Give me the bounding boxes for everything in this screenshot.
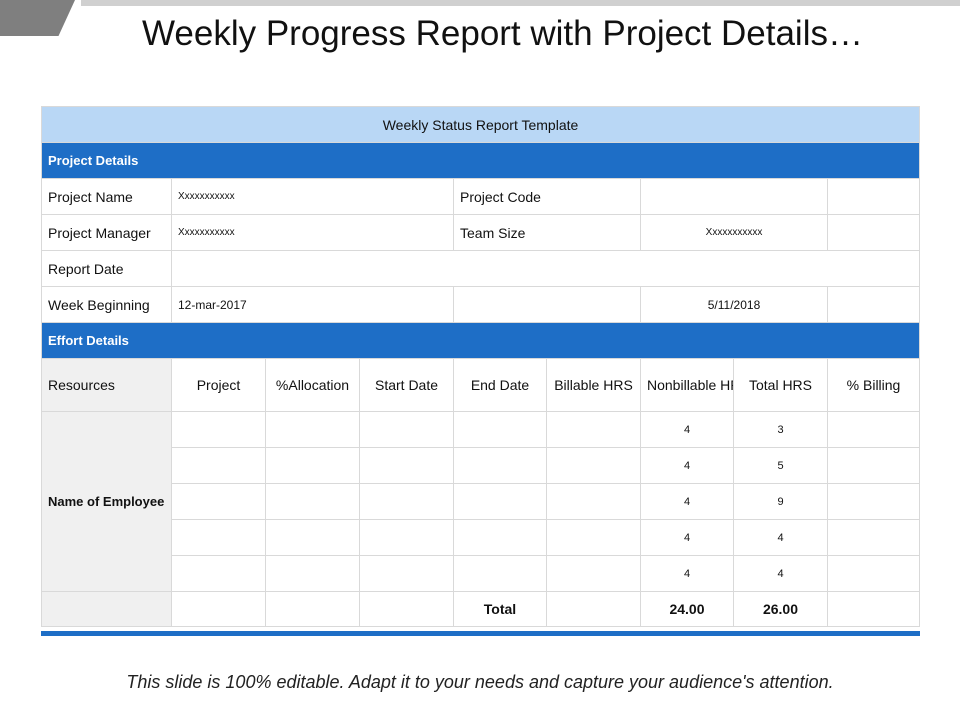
- project-name-value: Xxxxxxxxxxx: [172, 179, 454, 215]
- col-header-billable-hrs: Billable HRS: [547, 359, 641, 412]
- slide-footer-note: This slide is 100% editable. Adapt it to…: [0, 672, 960, 693]
- total-label: Total: [454, 592, 547, 627]
- project-manager-label: Project Manager: [42, 215, 172, 251]
- team-size-label: Team Size: [454, 215, 641, 251]
- project-code-value: [641, 179, 828, 215]
- project-details-header: Project Details: [42, 143, 920, 179]
- project-manager-value: Xxxxxxxxxxx: [172, 215, 454, 251]
- week-beginning-value: 12-mar-2017: [172, 287, 454, 323]
- total-row: Total 24.00 26.00: [42, 592, 920, 627]
- col-header-billing: % Billing: [828, 359, 920, 412]
- total-hrs-cell: 4: [734, 556, 828, 592]
- employee-name-label: Name of Employee: [42, 412, 172, 592]
- col-header-start-date: Start Date: [360, 359, 454, 412]
- report-date-value: [172, 251, 920, 287]
- total-nonbillable: 24.00: [641, 592, 734, 627]
- col-header-project: Project: [172, 359, 266, 412]
- table-row: Name of Employee 4 3: [42, 412, 920, 448]
- slide-title: Weekly Progress Report with Project Deta…: [0, 14, 960, 54]
- col-header-total-hrs: Total HRS: [734, 359, 828, 412]
- effort-details-header: Effort Details: [42, 323, 920, 359]
- col-header-allocation: %Allocation: [266, 359, 360, 412]
- week-beginning-label: Week Beginning: [42, 287, 172, 323]
- decorative-top-bar: [81, 0, 960, 6]
- empty-cell: [828, 179, 920, 215]
- nonbillable-cell: 4: [641, 520, 734, 556]
- team-size-value: Xxxxxxxxxxx: [641, 215, 828, 251]
- table-row: 4 4: [42, 520, 920, 556]
- empty-cell: [454, 287, 641, 323]
- nonbillable-cell: 4: [641, 484, 734, 520]
- table-row: 4 5: [42, 448, 920, 484]
- empty-cell: [828, 287, 920, 323]
- table-bottom-bar: [41, 631, 920, 636]
- table-caption: Weekly Status Report Template: [42, 107, 920, 143]
- empty-cell: [828, 215, 920, 251]
- weekly-status-table: Weekly Status Report Template Project De…: [41, 106, 920, 627]
- total-hrs-cell: 4: [734, 520, 828, 556]
- nonbillable-cell: 4: [641, 556, 734, 592]
- table-row: 4 4: [42, 556, 920, 592]
- project-code-label: Project Code: [454, 179, 641, 215]
- total-hrs-cell: 9: [734, 484, 828, 520]
- nonbillable-cell: 4: [641, 412, 734, 448]
- nonbillable-cell: 4: [641, 448, 734, 484]
- col-header-end-date: End Date: [454, 359, 547, 412]
- total-hrs: 26.00: [734, 592, 828, 627]
- week-beginning-date2: 5/11/2018: [641, 287, 828, 323]
- project-name-label: Project Name: [42, 179, 172, 215]
- col-header-resources: Resources: [42, 359, 172, 412]
- total-hrs-cell: 5: [734, 448, 828, 484]
- col-header-nonbillable-hrs: Nonbillable HRS: [641, 359, 734, 412]
- report-date-label: Report Date: [42, 251, 172, 287]
- table-row: 4 9: [42, 484, 920, 520]
- total-hrs-cell: 3: [734, 412, 828, 448]
